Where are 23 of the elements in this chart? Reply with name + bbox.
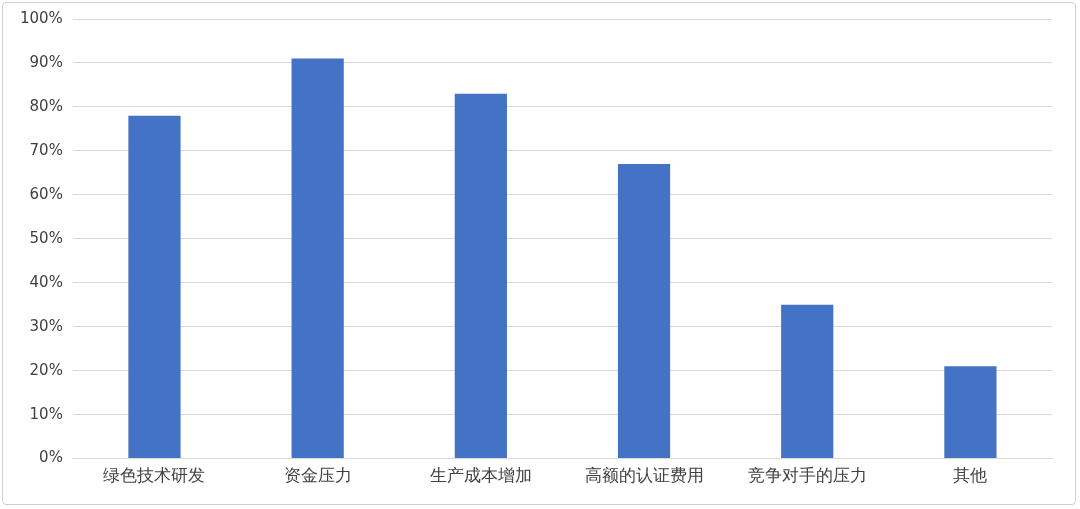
y-tick-label: 60%	[29, 184, 63, 203]
x-tick-label: 其他	[953, 465, 988, 486]
x-tick-label: 竞争对手的压力	[747, 465, 867, 486]
bar	[454, 93, 507, 459]
y-tick-label: 50%	[29, 228, 63, 247]
y-tick-label: 10%	[29, 404, 63, 423]
y-tick-label: 40%	[29, 272, 63, 291]
bar	[617, 164, 671, 459]
x-tick-label: 生产成本增加	[429, 465, 532, 486]
x-tick-label: 高额的认证费用	[584, 465, 704, 486]
bar	[781, 304, 834, 459]
bar	[291, 58, 344, 459]
y-tick-label: 90%	[29, 52, 63, 71]
y-tick-label: 30%	[29, 316, 63, 335]
y-tick-label: 70%	[29, 140, 63, 159]
y-tick-label: 0%	[39, 448, 63, 467]
y-tick-label: 20%	[29, 360, 63, 379]
y-tick-label: 80%	[29, 96, 63, 115]
x-tick-label: 绿色技术研发	[103, 465, 206, 486]
x-tick-label: 资金压力	[283, 465, 352, 486]
bar	[128, 115, 181, 459]
bar	[944, 366, 997, 459]
y-tick-label: 100%	[19, 8, 63, 27]
